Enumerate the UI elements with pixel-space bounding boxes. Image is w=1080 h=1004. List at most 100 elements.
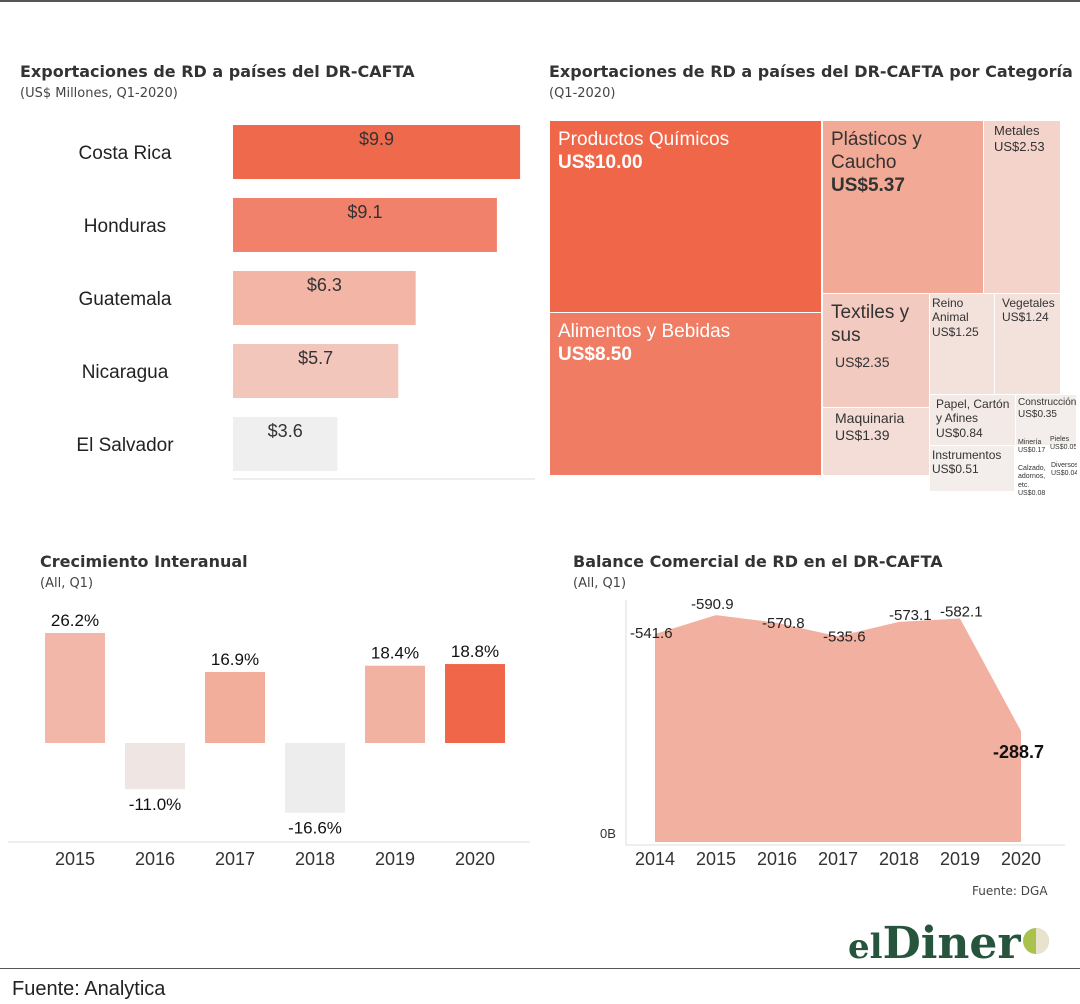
treemap-tile-name: Vegetales: [1002, 296, 1055, 310]
bar-category-label: Honduras: [84, 216, 166, 237]
bar-chart-title: Exportaciones de RD a países del DR-CAFT…: [20, 62, 415, 81]
growth-value-label: 18.4%: [371, 644, 419, 663]
treemap-tile-value: US$1.39: [835, 426, 890, 443]
treemap-tile: Textiles y sus US$2.35: [823, 294, 929, 407]
eldinero-logo: elDiner: [848, 918, 1049, 969]
bar-chart-subtitle: (US$ Millones, Q1-2020): [20, 86, 178, 101]
growth-bar-chart: 26.2% 2015 -11.0% 2016 16.9% 2017 -16.6% 2018 18…: [8, 611, 530, 869]
treemap-tile: Metales US$2.53: [984, 121, 1060, 293]
balance-year-label: 2018: [879, 849, 919, 869]
treemap-tile-name: Alimentos y Bebidas: [558, 321, 731, 342]
balance-value-label: -590.9: [691, 596, 734, 613]
balance-year-label: 2017: [818, 849, 858, 869]
treemap-tile: Plásticos y Caucho US$5.37: [823, 121, 983, 293]
treemap-tile-name: Metales: [994, 123, 1040, 138]
balance-value-label: -288.7: [993, 742, 1044, 762]
growth-year-label: 2020: [455, 849, 495, 869]
treemap-tile: Maquinaria US$1.39: [823, 408, 929, 475]
bar-category-label: Costa Rica: [79, 143, 172, 164]
balance-chart-title: Balance Comercial de RD en el DR-CAFTA: [573, 552, 943, 571]
growth-year-label: 2017: [215, 849, 255, 869]
balance-value-label: -541.6: [630, 625, 673, 642]
growth-year-label: 2018: [295, 849, 335, 869]
treemap-tile-name: Diversos: [1051, 462, 1077, 469]
growth-bar: [365, 665, 425, 743]
treemap-tile-value: US$0.04: [1051, 470, 1077, 478]
balance-area-chart: 0B -541.6 2014 -590.9 2015 -570.8 2016 -535.6 20…: [600, 596, 1065, 869]
treemap-tile-name: Minería: [1018, 439, 1042, 446]
treemap-tile-value: US$5.37: [831, 174, 905, 196]
treemap-tile: Instrumentos US$0.51: [930, 446, 1014, 491]
treemap-tile-name: Textiles y sus: [831, 302, 910, 346]
treemap-tile-name: Maquinaria: [835, 410, 905, 426]
treemap-tile-value: US$0.84: [936, 425, 983, 440]
treemap-tile: Minería US$0.17: [1016, 437, 1046, 462]
logo-coin-icon: [1022, 928, 1049, 954]
growth-chart-subtitle: (All, Q1): [40, 576, 94, 591]
growth-bar: [445, 664, 505, 743]
balance-value-label: -535.6: [823, 628, 866, 645]
balance-value-label: -573.1: [889, 607, 932, 624]
growth-chart-title: Crecimiento Interanual: [40, 552, 248, 571]
country-bar: [233, 271, 416, 325]
treemap-tile-name: Construcción: [1018, 397, 1076, 408]
logo-el-text: el: [848, 927, 883, 967]
country-bar: [233, 125, 521, 179]
country-bar: [233, 417, 338, 471]
growth-year-label: 2016: [135, 849, 175, 869]
treemap-tile-value: US$0.17: [1018, 447, 1046, 455]
treemap-tile-name: Calzado, adornos, etc.: [1018, 465, 1046, 489]
footer-source: Fuente: Analytica: [12, 978, 166, 1000]
treemap-tile-value: US$2.35: [835, 353, 890, 370]
balance-value-label: -582.1: [940, 603, 983, 620]
treemap-tile-name: Reino Animal: [932, 296, 969, 325]
treemap-tile: Diversos US$0.04: [1049, 460, 1077, 485]
growth-bar: [125, 743, 185, 790]
balance-area: [655, 615, 1021, 842]
growth-bar: [285, 743, 345, 813]
growth-value-label: 26.2%: [51, 611, 99, 630]
treemap-tile-value: US$10.00: [558, 151, 643, 173]
growth-year-label: 2019: [375, 849, 415, 869]
treemap-tile-value: US$0.35: [1018, 409, 1057, 420]
treemap-tile-value: US$1.24: [1002, 310, 1049, 325]
bar-category-label: Nicaragua: [82, 362, 169, 383]
growth-value-label: 18.8%: [451, 642, 499, 661]
treemap-tile: Vegetales US$1.24: [995, 294, 1060, 394]
bar-value-label: $3.6: [268, 421, 303, 441]
country-bar-chart: Costa Rica $9.9 Honduras $9.1 Guatemala $6.3 N…: [76, 125, 535, 480]
country-bar: [233, 198, 497, 252]
treemap-tile: Calzado, adornos, etc. US$0.08: [1016, 463, 1048, 501]
treemap-tile: Construcción US$0.35: [1016, 395, 1076, 445]
balance-value-label: -570.8: [762, 615, 805, 632]
treemap-tile-name: Plásticos y Caucho: [831, 129, 922, 173]
bar-value-label: $5.7: [298, 348, 333, 368]
balance-chart-subtitle: (All, Q1): [573, 576, 627, 591]
treemap-tile-name: Pieles: [1050, 436, 1070, 443]
treemap-tile-name: Papel, Cartón y Afines: [936, 397, 1010, 426]
treemap-tile-name: Instrumentos: [932, 448, 1002, 462]
growth-year-label: 2015: [55, 849, 95, 869]
balance-year-label: 2015: [696, 849, 736, 869]
bar-value-label: $9.1: [347, 202, 382, 222]
treemap-tile-value: US$2.53: [994, 138, 1045, 154]
footer-rule: [0, 968, 1080, 969]
treemap-tile-value: US$0.08: [1018, 490, 1046, 498]
logo-dinero-text: Diner: [882, 918, 1021, 969]
growth-bar: [45, 632, 105, 743]
treemap-tile: Pieles US$0.05: [1048, 434, 1076, 459]
growth-value-label: -11.0%: [129, 795, 182, 814]
bar-category-label: Guatemala: [79, 289, 172, 310]
balance-year-label: 2019: [940, 849, 980, 869]
treemap-tile: Papel, Cartón y Afines US$0.84: [930, 395, 1015, 445]
treemap-tile: Productos Químicos US$10.00: [550, 121, 821, 312]
treemap-tile-name: Productos Químicos: [558, 129, 730, 150]
treemap-title: Exportaciones de RD a países del DR-CAFT…: [549, 62, 1073, 81]
source-dga: Fuente: DGA: [972, 884, 1048, 898]
growth-value-label: 16.9%: [211, 650, 259, 669]
top-rule: [0, 0, 1080, 2]
growth-bar: [205, 672, 265, 743]
bar-value-label: $6.3: [307, 275, 342, 295]
country-bar: [233, 344, 399, 398]
treemap-tile: Alimentos y Bebidas US$8.50: [550, 313, 821, 475]
